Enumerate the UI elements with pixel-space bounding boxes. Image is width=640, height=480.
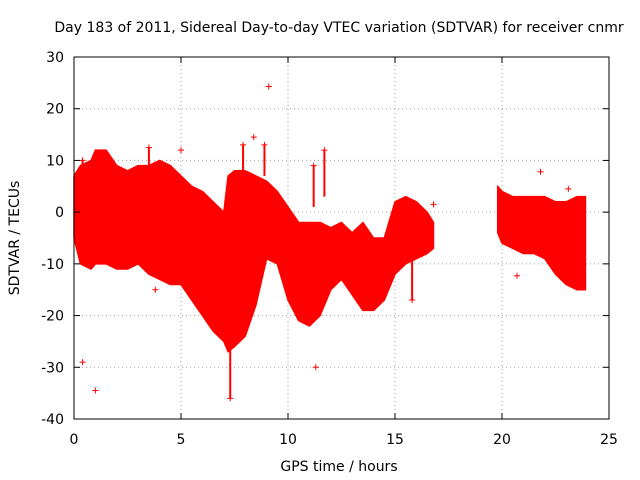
x-tick-label: 25 (600, 432, 618, 448)
data-spike-tip (321, 147, 328, 154)
data-point-outlier (152, 286, 159, 293)
x-tick-label: 20 (493, 432, 511, 448)
data-point-outlier (79, 359, 86, 366)
data-band-late (496, 185, 587, 291)
y-tick-label: 30 (46, 50, 64, 66)
data-point-outlier (513, 272, 520, 279)
x-tick-label: 15 (386, 432, 404, 448)
data-point-outlier (92, 387, 99, 394)
data-point-outlier (178, 147, 184, 154)
axes-frame (73, 56, 610, 420)
data-points (73, 83, 587, 402)
x-axis-ticks: 0 5 10 15 20 25 (70, 57, 618, 448)
x-tick-label: 0 (70, 432, 79, 448)
y-tick-label: -20 (41, 309, 64, 325)
chart-title: Day 183 of 2011, Sidereal Day-to-day VTE… (54, 20, 623, 36)
data-spike-tip (145, 144, 152, 151)
data-spike-tip (261, 141, 268, 148)
data-point-outlier (312, 364, 319, 371)
y-tick-label: 20 (46, 102, 64, 118)
x-axis-label: GPS time / hours (280, 459, 397, 475)
data-point-outlier (250, 134, 257, 141)
data-spike-tip (409, 297, 416, 304)
data-spike-tip (310, 162, 317, 169)
data-point-outlier (430, 201, 437, 208)
y-axis-label: SDTVAR / TECUs (7, 181, 23, 296)
y-axis-ticks: -40 -30 -20 -10 0 10 20 30 (41, 50, 609, 428)
y-tick-label: -30 (41, 360, 64, 376)
data-spike-tip (227, 395, 234, 402)
x-tick-label: 10 (279, 432, 297, 448)
data-point-outlier (565, 185, 572, 192)
data-point-outlier (265, 83, 272, 90)
data-spike-tip (79, 157, 86, 164)
data-band-main (73, 149, 435, 353)
y-tick-label: -10 (41, 257, 64, 273)
y-tick-label: -40 (41, 412, 64, 428)
y-tick-label: 0 (55, 205, 64, 221)
y-tick-label: 10 (46, 153, 64, 169)
data-point-outlier (537, 168, 544, 175)
x-tick-label: 5 (177, 432, 186, 448)
data-spike-tip (240, 141, 247, 148)
